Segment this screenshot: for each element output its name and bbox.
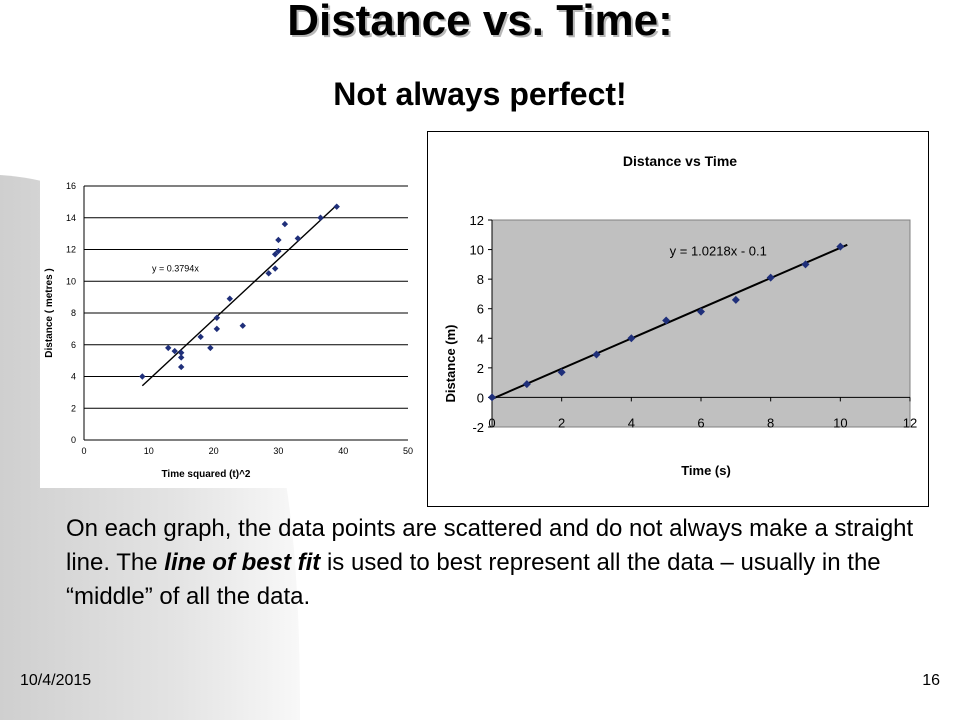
- y-tick-label: 2: [71, 403, 76, 413]
- data-point: [178, 363, 185, 371]
- plot-area: [491, 219, 911, 428]
- y-tick-label: 4: [71, 372, 76, 382]
- x-tick-label: 30: [273, 446, 283, 456]
- y-tick-label: 12: [470, 213, 484, 228]
- data-point: [165, 344, 172, 352]
- data-point: [281, 220, 289, 228]
- trendline: [141, 204, 338, 387]
- body-paragraph: On each graph, the data points are scatt…: [66, 512, 926, 614]
- body-text-part-1: On each graph, the data points are scatt…: [66, 515, 914, 576]
- trendline-equation-label: y = 1.0218x - 0.1: [670, 243, 767, 258]
- footer-date: 10/4/2015: [20, 672, 92, 689]
- y-tick-label: 10: [470, 243, 484, 258]
- y-tick-label: -2: [472, 420, 484, 435]
- y-tick-label: 6: [477, 302, 484, 317]
- chart-background: [40, 170, 418, 488]
- y-tick-label: 16: [66, 181, 76, 191]
- x-tick-label: 2: [558, 415, 565, 430]
- y-tick-label: 0: [477, 390, 484, 405]
- x-tick-label: 0: [488, 415, 495, 430]
- data-point: [662, 316, 671, 325]
- y-tick-label: 2: [477, 361, 484, 376]
- x-tick-label: 8: [767, 415, 774, 430]
- chart-distance-vs-time-squared: 0 2 4 6 8 10 12 14 16 0 10 20 30 40 50 y = 0.3794x Tim…: [40, 170, 418, 488]
- data-point: [271, 265, 279, 272]
- x-tick-label: 20: [209, 446, 219, 456]
- y-tick-label: 14: [66, 213, 76, 223]
- data-point: [627, 334, 636, 343]
- y-tick-label: 10: [66, 276, 76, 286]
- x-tick-label: 4: [628, 415, 635, 430]
- data-point: [275, 236, 282, 244]
- data-point: [697, 307, 705, 316]
- y-tick-label: 6: [71, 340, 76, 350]
- y-tick-label: 12: [66, 245, 76, 255]
- data-point: [171, 347, 178, 355]
- y-tick-label: 0: [71, 435, 76, 445]
- data-point: [239, 322, 246, 329]
- y-tick-label: 8: [477, 272, 484, 287]
- x-tick-label: 0: [81, 446, 86, 456]
- data-point: [294, 235, 302, 242]
- data-point: [178, 349, 185, 356]
- slide-subtitle: Not always perfect!: [333, 76, 627, 112]
- slide-title: Distance vs. Time:: [287, 0, 673, 45]
- trendline: [491, 243, 848, 400]
- body-text-emphasis: line of best fit: [164, 549, 321, 576]
- x-axis-label: Time (s): [681, 463, 731, 478]
- data-point: [557, 368, 566, 377]
- data-point: [139, 373, 146, 380]
- x-tick-label: 50: [403, 446, 413, 456]
- y-axis-label: Distance ( metres ): [44, 268, 55, 357]
- data-point: [333, 203, 340, 210]
- body-text-part-2: is used to best represent all the data –…: [66, 549, 881, 610]
- data-point: [731, 295, 740, 304]
- page-number: 16: [922, 672, 940, 689]
- x-tick-label: 10: [144, 446, 154, 456]
- y-axis-label: Distance (m): [443, 324, 458, 402]
- chart-title: Distance vs Time: [623, 153, 737, 169]
- data-point: [197, 333, 204, 341]
- chart-distance-vs-time: Distance vs Time -2 0 2 4 6 8 10 12 0 2 4 6 8 10 12 y …: [427, 131, 929, 507]
- x-tick-label: 12: [903, 415, 917, 430]
- x-tick-label: 6: [697, 415, 704, 430]
- data-point: [226, 295, 233, 302]
- data-point: [522, 380, 531, 389]
- data-point: [178, 354, 185, 361]
- trendline-equation-label: y = 0.3794x: [152, 264, 199, 274]
- data-point: [766, 273, 775, 282]
- x-tick-label: 10: [833, 415, 847, 430]
- data-point: [836, 242, 845, 251]
- data-point: [265, 270, 272, 277]
- x-tick-label: 40: [338, 446, 348, 456]
- data-point: [207, 344, 214, 352]
- x-axis-label: Time squared (t)^2: [161, 469, 250, 480]
- data-point: [275, 247, 282, 255]
- data-point: [213, 314, 221, 321]
- data-point: [271, 251, 279, 258]
- data-point: [213, 325, 221, 333]
- y-tick-label: 8: [71, 308, 76, 318]
- data-point: [801, 260, 810, 269]
- y-tick-label: 4: [477, 331, 484, 346]
- data-point: [488, 393, 496, 402]
- data-point: [592, 350, 601, 359]
